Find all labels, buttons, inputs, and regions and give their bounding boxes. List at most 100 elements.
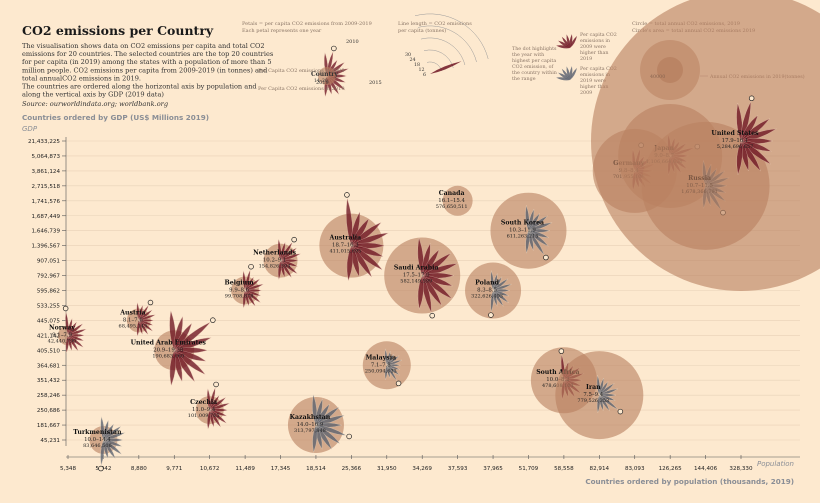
country-range: 18.7–16.3 <box>332 243 359 249</box>
country-range: 10.0–8.2 <box>546 377 569 383</box>
y-tick-label: 595,862 <box>37 289 60 295</box>
flower-petal <box>596 394 601 414</box>
legend-note-2019: Per Capita CO2 emissions in 2019 <box>258 86 345 92</box>
peak-year-dot <box>617 408 624 415</box>
x-axis-tag: Population <box>757 460 794 468</box>
text-line: Per capita CO2 <box>580 32 617 38</box>
chart-subtitle: Countries ordered by GDP (US$ Millions 2… <box>22 113 209 122</box>
peak-year-dot <box>346 433 352 440</box>
length-arc <box>417 25 477 63</box>
text-line: higher than <box>580 84 608 90</box>
country-range: 9.1–7.9 <box>52 332 72 338</box>
peak-year-dot <box>62 305 69 312</box>
text-line: the country within <box>512 70 557 76</box>
text-line: Per Capita CO2 emissions in 2019 <box>258 86 345 92</box>
text-line: 2009 were <box>580 44 606 50</box>
country-emissions: 411,015,695 <box>329 249 361 255</box>
legend-petals-text: Petals = per capita CO2 emissions from 2… <box>242 21 372 34</box>
country-name: Iran <box>586 384 601 391</box>
x-tick-label: 82,914 <box>590 466 610 472</box>
country-emissions: 99,708,878 <box>225 294 254 300</box>
peak-year-dot <box>395 380 402 387</box>
country-range: 7.1–7.8 <box>371 362 391 368</box>
peak-year-dot <box>344 192 350 198</box>
country-emissions: 611,263,215 <box>507 234 539 240</box>
y-tick-label: 364,681 <box>37 363 61 369</box>
country-name: Czechia <box>190 399 217 406</box>
country-range: 14.0–16.9 <box>297 422 324 428</box>
x-tick-label: 83,093 <box>625 466 645 472</box>
country-range: 20.9–19.38 <box>153 347 184 353</box>
country-name: Canada <box>439 190 465 197</box>
legend-red-petal <box>556 45 570 49</box>
text-line: emissions in <box>580 72 610 78</box>
country-name: Saudi Arabia <box>394 265 439 272</box>
country-emissions: 779,526,353 <box>577 398 609 404</box>
country-name: Poland <box>475 280 499 287</box>
country-emissions: 154,826,594 <box>259 264 291 270</box>
x-tick-label: 5,348 <box>60 466 76 472</box>
legend-grey-flower <box>556 66 577 81</box>
y-tick-label: 351,432 <box>37 378 60 384</box>
country-emissions: 190,683,060 <box>152 353 184 359</box>
country-emissions: 250,094,633 <box>365 368 397 374</box>
legend-country-label: Country <box>311 71 338 78</box>
flower-petal <box>490 289 494 313</box>
length-tick: 12 <box>419 67 425 73</box>
text-line: The visualisation shows data on CO2 emis… <box>22 42 265 50</box>
flower-petal <box>100 439 105 466</box>
peak-year-dot <box>558 348 565 354</box>
text-line: The dot highlights <box>512 46 557 52</box>
country-name: Norway <box>49 324 75 331</box>
country-range: 16.1–15.4 <box>438 198 465 204</box>
length-tick: 24 <box>410 57 416 63</box>
x-tick-label: 31,950 <box>377 466 397 472</box>
y-tick-label: 792,967 <box>37 274 61 280</box>
peak-year-dot <box>98 465 104 472</box>
legend-country-range: 14–20 <box>314 78 328 84</box>
peak-year-dot <box>248 263 254 270</box>
y-tick-label: 1,646,739 <box>32 229 61 235</box>
text-line: The countries are ordered along the hori… <box>22 83 257 91</box>
length-tick: 30 <box>405 52 411 58</box>
y-axis: 21,433,225 5,064,873 3,861,124 2,715,518 1,7… <box>28 137 67 446</box>
y-tick-label: 907,051 <box>37 259 61 265</box>
length-tick: 6 <box>423 72 426 78</box>
peak-year-dot <box>210 317 216 323</box>
text-line: million people. CO2 emissions per capita… <box>22 66 268 74</box>
legend-red-petal <box>561 36 570 48</box>
y-tick-label: 3,861,124 <box>32 169 61 175</box>
y-tick-label: 1,396,567 <box>32 244 61 250</box>
length-tick: 18 <box>414 62 420 68</box>
text-line: the year with <box>512 52 544 58</box>
legend-grey-petal <box>566 66 571 80</box>
length-petal <box>430 61 462 74</box>
country-name: Netherlands <box>253 250 296 257</box>
y-tick-label: 405,510 <box>37 348 61 354</box>
flower-petal <box>277 260 282 281</box>
y-tick-label: 181,667 <box>37 423 61 429</box>
x-tick-label: 37,593 <box>448 466 468 472</box>
text-line: highest per capita <box>512 58 556 64</box>
text-line: total annualCO2 emissions in 2019. <box>22 74 141 82</box>
text-line: CO2 emission, of <box>512 64 554 70</box>
peak-year-dot <box>331 45 337 52</box>
length-arc <box>414 13 489 60</box>
legend-red-petal <box>569 34 573 48</box>
x-tick-label: 51,709 <box>519 466 539 472</box>
chart-title: CO2 emissions per Country <box>22 23 214 38</box>
text-line: Petals = per capita CO2 emissions from 2… <box>242 21 372 27</box>
country-emissions: 83,646,506 <box>83 443 112 449</box>
emission-circle <box>442 185 473 216</box>
legend-grey-petal <box>569 66 573 80</box>
